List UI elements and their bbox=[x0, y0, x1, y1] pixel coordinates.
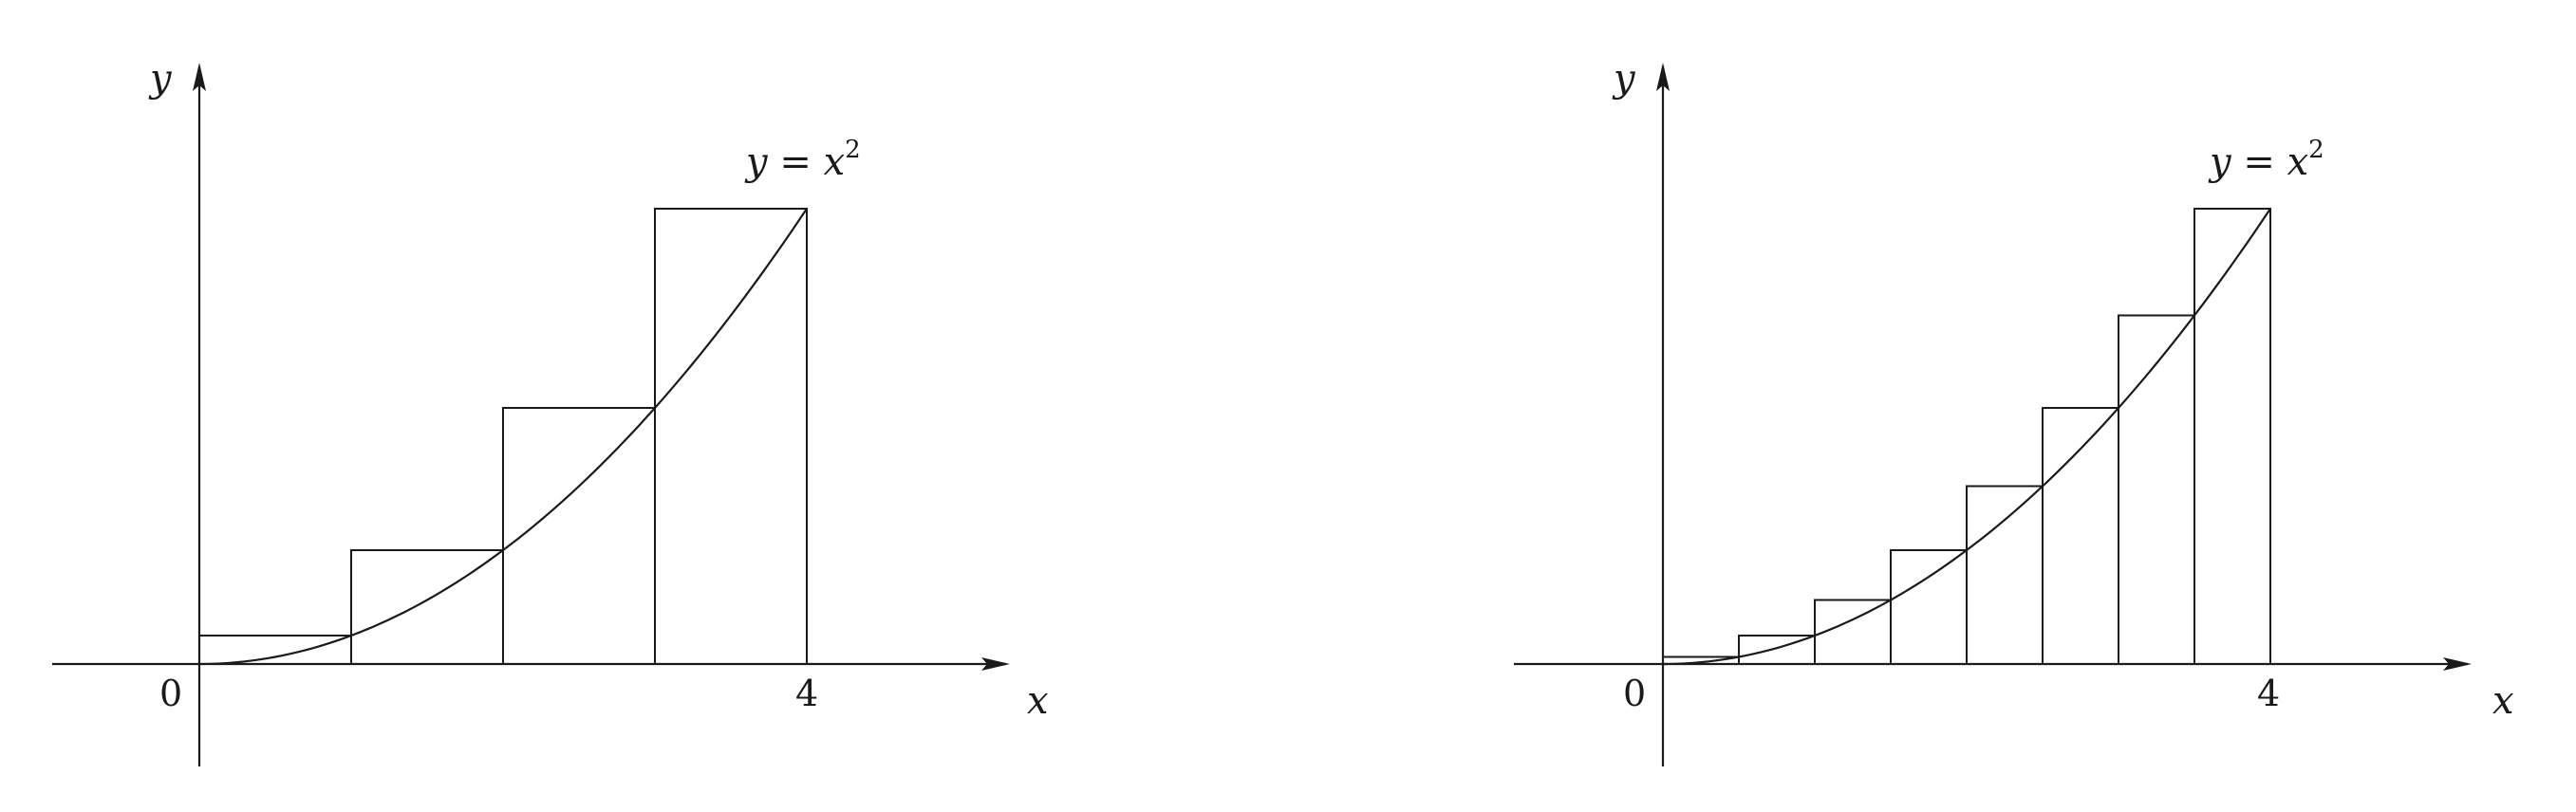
eq-y: y bbox=[2208, 140, 2232, 184]
x-axis-label: x bbox=[2492, 679, 2514, 723]
riemann-rectangle-8 bbox=[2193, 208, 2271, 665]
parabola-curve bbox=[198, 208, 808, 666]
eq-x: x bbox=[2287, 140, 2309, 184]
x-axis-arrow-icon bbox=[981, 657, 1010, 671]
origin-label: 0 bbox=[159, 673, 182, 714]
x-tick-label-4: 4 bbox=[795, 673, 818, 714]
riemann-rectangles bbox=[1662, 208, 2271, 665]
eq-exponent: 2 bbox=[845, 136, 861, 164]
riemann-rectangle-6 bbox=[2042, 407, 2119, 665]
eq-equals: = bbox=[768, 140, 824, 184]
riemann-rectangle-5 bbox=[1966, 485, 2044, 665]
riemann-rectangle-3 bbox=[502, 407, 656, 665]
origin-label: 0 bbox=[1623, 673, 1646, 714]
eq-y: y bbox=[744, 140, 769, 184]
left-panel: y x 0 4 y = x2 bbox=[52, 57, 1049, 766]
curve-equation-label: y = x2 bbox=[2208, 136, 2324, 184]
x-axis-label: x bbox=[1027, 679, 1049, 723]
eq-equals: = bbox=[2231, 140, 2287, 184]
x-axis-arrow-icon bbox=[2443, 657, 2472, 671]
y-axis-label: y bbox=[1612, 57, 1636, 101]
riemann-rectangles bbox=[198, 208, 808, 665]
eq-x: x bbox=[824, 140, 846, 184]
right-panel: y x 0 4 y = x2 bbox=[1514, 57, 2514, 766]
y-axis-label: y bbox=[148, 57, 173, 101]
riemann-rectangle-7 bbox=[2118, 314, 2195, 665]
y-axis-arrow-icon bbox=[193, 63, 206, 91]
riemann-rectangle-1 bbox=[198, 635, 352, 665]
riemann-rectangle-4 bbox=[1890, 549, 1968, 665]
riemann-rectangle-4 bbox=[654, 208, 808, 665]
parabola-curve bbox=[1662, 208, 2271, 666]
y-axis-arrow-icon bbox=[1656, 63, 1670, 91]
x-tick-label-4: 4 bbox=[2257, 673, 2280, 714]
eq-exponent: 2 bbox=[2308, 136, 2324, 164]
curve-equation-label: y = x2 bbox=[744, 136, 861, 184]
